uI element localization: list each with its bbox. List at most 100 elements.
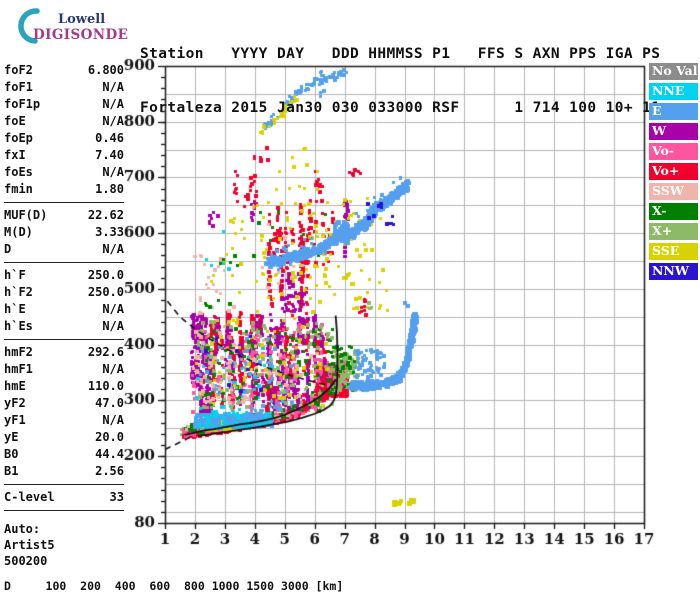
param-label: hmE xyxy=(4,379,26,393)
divider xyxy=(4,339,124,340)
station-header: Station YYYY DAY DDD HHMMSS P1 FFS S AXN… xyxy=(140,9,660,135)
param-value: N/A xyxy=(102,242,124,256)
param-label: foEp xyxy=(4,131,33,145)
param-row-foF1p: foF1p N/A xyxy=(4,96,124,113)
param-row-C-level: C-level 33 xyxy=(4,489,124,506)
param-label: foF1p xyxy=(4,97,41,111)
param-label: B1 xyxy=(4,464,19,478)
param-value: 292.6 xyxy=(87,345,124,359)
param-label: yE xyxy=(4,430,19,444)
param-row-fmin: fmin 1.80 xyxy=(4,181,124,198)
param-value: 2.56 xyxy=(95,464,124,478)
legend-item-w: W xyxy=(649,123,698,140)
autoscaling-info: Artist5 xyxy=(4,538,55,552)
velocity-legend: No Val NNE E W Vo- Vo+ SSW X- X+ SSE NNW xyxy=(649,63,698,283)
param-row-B1: B1 2.56 xyxy=(4,463,124,480)
divider xyxy=(4,202,124,203)
param-value: 47.0 xyxy=(95,396,124,410)
param-row-hF2: h`F2 250.0 xyxy=(4,284,124,301)
legend-item-no-val: No Val xyxy=(649,63,698,80)
logo-digisonde-text: DIGISONDE xyxy=(33,27,129,43)
param-value: 0.46 xyxy=(95,131,124,145)
param-label: h`E xyxy=(4,302,26,316)
param-row-hF: h`F 250.0 xyxy=(4,267,124,284)
param-row-hEs: h`Es N/A xyxy=(4,318,124,335)
param-row-yE: yE 20.0 xyxy=(4,429,124,446)
param-row-D: D N/A xyxy=(4,241,124,258)
param-label: fmin xyxy=(4,182,33,196)
legend-item-e: E xyxy=(649,103,698,120)
param-label: yF1 xyxy=(4,413,26,427)
param-label: hmF1 xyxy=(4,362,33,376)
param-label: fxI xyxy=(4,148,26,162)
legend-item-vo+: Vo+ xyxy=(649,163,698,180)
param-value: N/A xyxy=(102,114,124,128)
distance-row: D 100 200 400 600 800 1000 1500 3000 [km… xyxy=(4,579,344,593)
legend-item-nnw: NNW xyxy=(649,263,698,280)
parameter-panel: foF2 6.800 foF1 N/A foF1p N/A foE N/A foEp 0.46 fx… xyxy=(4,62,124,569)
param-value: 250.0 xyxy=(87,268,124,282)
legend-item-nne: NNE xyxy=(649,83,698,100)
param-label: foF1 xyxy=(4,80,33,94)
param-label: D xyxy=(4,242,12,256)
legend-item-vo-: Vo- xyxy=(649,143,698,160)
param-value: N/A xyxy=(102,413,124,427)
param-value: 1.80 xyxy=(95,182,124,196)
param-value: N/A xyxy=(102,165,124,179)
legend-item-sse: SSE xyxy=(649,243,698,260)
param-label: hmF2 xyxy=(4,345,33,359)
param-row-foEp: foEp 0.46 xyxy=(4,130,124,147)
param-label: h`F xyxy=(4,268,26,282)
param-label: M(D) xyxy=(4,225,33,239)
param-label: B0 xyxy=(4,447,19,461)
autoscaling-info: 500200 xyxy=(4,554,48,568)
divider xyxy=(4,262,124,263)
param-label: yF2 xyxy=(4,396,26,410)
param-value: 3.33 xyxy=(95,225,124,239)
param-label: h`Es xyxy=(4,319,33,333)
param-value: 7.40 xyxy=(95,148,124,162)
autoscaling-info: Auto: xyxy=(4,522,41,536)
param-row-hmE: hmE 110.0 xyxy=(4,378,124,395)
divider xyxy=(4,484,124,485)
param-value: 6.800 xyxy=(87,63,124,77)
param-label: foE xyxy=(4,114,26,128)
param-label: MUF(D) xyxy=(4,208,48,222)
logo-arc-icon xyxy=(18,8,40,44)
header-line-1: Station YYYY DAY DDD HHMMSS P1 FFS S AXN… xyxy=(140,46,661,62)
param-label: h`F2 xyxy=(4,285,33,299)
param-value: 110.0 xyxy=(87,379,124,393)
param-label: C-level xyxy=(4,490,55,504)
param-value: 20.0 xyxy=(95,430,124,444)
param-row-fxI: fxI 7.40 xyxy=(4,147,124,164)
param-row-MUFD: MUF(D) 22.62 xyxy=(4,207,124,224)
param-row-yF2: yF2 47.0 xyxy=(4,395,124,412)
param-value: N/A xyxy=(102,319,124,333)
param-value: N/A xyxy=(102,362,124,376)
param-value: N/A xyxy=(102,80,124,94)
bottom-tables: D 100 200 400 600 800 1000 1500 3000 [km… xyxy=(4,551,689,600)
param-row-MD: M(D) 3.33 xyxy=(4,224,124,241)
header-line-2: Fortaleza 2015 Jan30 030 033000 RSF 1 71… xyxy=(140,100,661,116)
legend-item-x+: X+ xyxy=(649,223,698,240)
param-row-B0: B0 44.4 xyxy=(4,446,124,463)
param-row-hmF2: hmF2 292.6 xyxy=(4,344,124,361)
param-label: foEs xyxy=(4,165,33,179)
param-value: 44.4 xyxy=(95,447,124,461)
param-value: 22.62 xyxy=(87,208,124,222)
logo-lowell-text: Lowell xyxy=(58,12,106,27)
legend-item-ssw: SSW xyxy=(649,183,698,200)
param-row-foF2: foF2 6.800 xyxy=(4,62,124,79)
param-row-hmF1: hmF1 N/A xyxy=(4,361,124,378)
param-value: N/A xyxy=(102,97,124,111)
param-label: foF2 xyxy=(4,63,33,77)
logo: Lowell DIGISONDE xyxy=(6,4,129,48)
param-row-hE: h`E N/A xyxy=(4,301,124,318)
param-value: 250.0 xyxy=(87,285,124,299)
param-row-foEs: foEs N/A xyxy=(4,164,124,181)
param-value: N/A xyxy=(102,302,124,316)
param-row-foE: foE N/A xyxy=(4,113,124,130)
param-row-foF1: foF1 N/A xyxy=(4,79,124,96)
legend-item-x-: X- xyxy=(649,203,698,220)
